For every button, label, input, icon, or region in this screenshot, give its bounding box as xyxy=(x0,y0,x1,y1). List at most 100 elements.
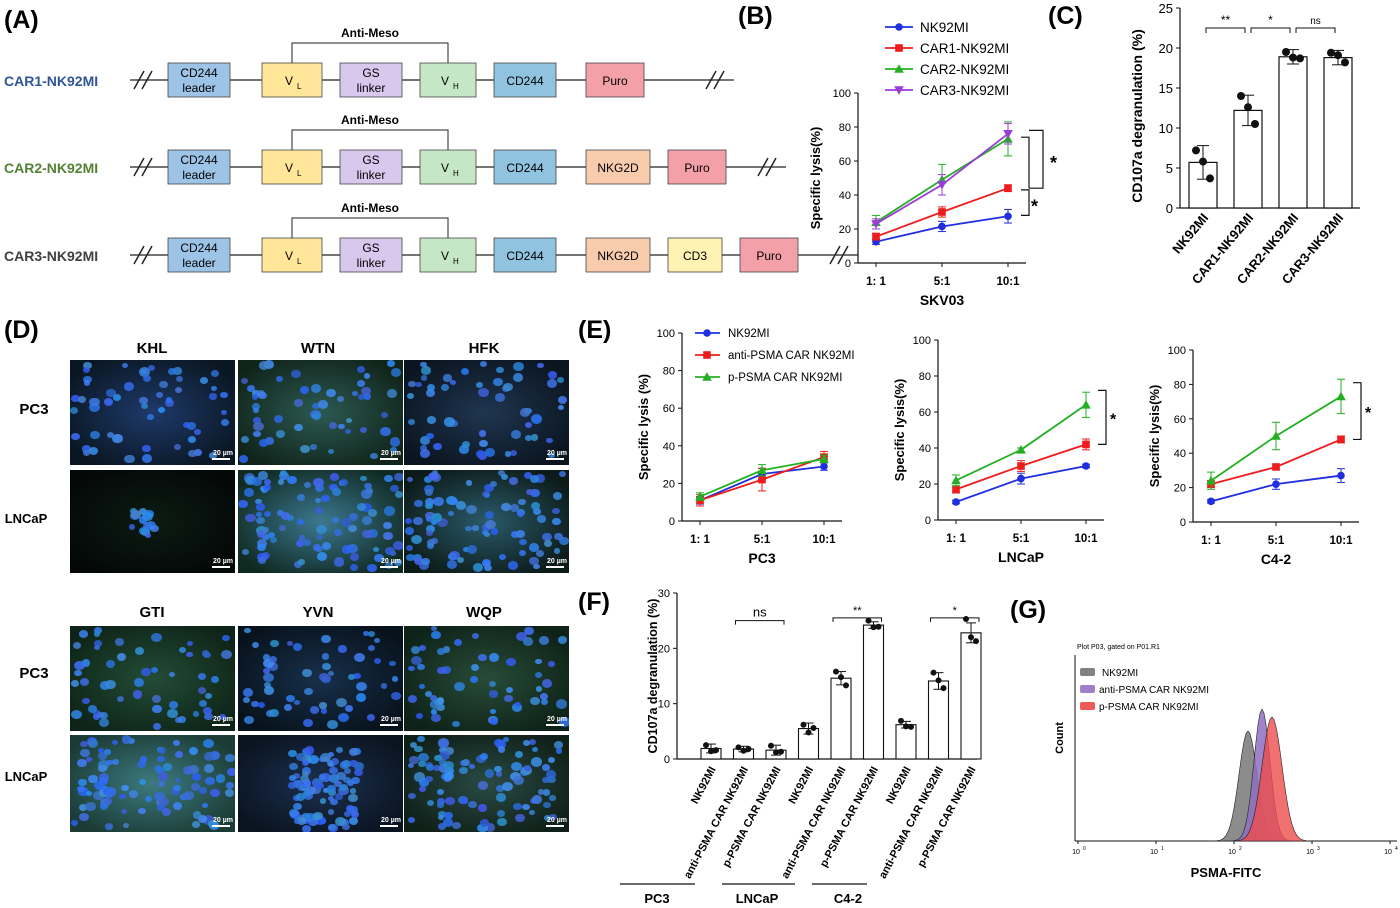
anti-meso-label: Anti-Meso xyxy=(341,201,399,215)
data-point xyxy=(1082,462,1090,470)
nucleus xyxy=(510,430,522,440)
data-point xyxy=(938,208,946,216)
segment-nkg2d xyxy=(585,149,651,185)
nucleus xyxy=(534,658,542,665)
nucleus xyxy=(535,474,546,483)
nucleus xyxy=(203,751,214,761)
data-point xyxy=(951,475,961,485)
nucleus xyxy=(257,471,268,480)
microscopy-image: 20 µm xyxy=(238,735,403,832)
nucleus xyxy=(360,489,372,499)
nucleus xyxy=(484,823,495,832)
y-tick-label: 25 xyxy=(1159,1,1173,16)
nucleus xyxy=(188,765,200,775)
segment-subscript: L xyxy=(297,82,302,91)
break-slash xyxy=(141,70,153,90)
nucleus xyxy=(547,757,556,764)
nucleus xyxy=(197,815,208,824)
x-tick-label: p-PSMA CAR NK92MI xyxy=(720,765,783,870)
segment-label: CD244 xyxy=(506,161,544,175)
histogram-peak xyxy=(1231,716,1313,842)
segment-label: leader xyxy=(182,168,215,182)
nucleus xyxy=(253,430,261,438)
data-point xyxy=(938,222,946,231)
nucleus xyxy=(383,474,393,483)
data-point xyxy=(695,491,705,501)
panel-e: (E) 0 20 40 60 80 100 1: 1 5:1 10:1 PC3 Specific l… xyxy=(578,316,1372,567)
nucleus xyxy=(179,646,187,653)
construct-name: CAR1-NK92MI xyxy=(4,73,98,89)
replicate-dot xyxy=(1199,157,1207,166)
nucleus xyxy=(541,698,548,705)
microscopy-image: 20 µm xyxy=(70,735,235,832)
nucleus xyxy=(510,504,519,512)
nucleus xyxy=(262,658,274,668)
nucleus xyxy=(532,795,543,804)
nucleus xyxy=(258,439,269,448)
nucleus xyxy=(525,488,534,496)
nucleus xyxy=(321,635,331,644)
nucleus xyxy=(245,513,256,523)
y-axis-label: CD107a degranulation (%) xyxy=(1129,29,1145,202)
nucleus xyxy=(408,695,418,704)
panel-g: (G) Plot P03, gated on P01.R1 Count PSMA-F… xyxy=(1010,596,1398,880)
nucleus xyxy=(380,683,387,689)
nucleus xyxy=(467,800,478,809)
nucleus xyxy=(73,660,85,670)
nucleus xyxy=(252,394,259,400)
y-tick-label: 80 xyxy=(663,366,675,378)
nucleus xyxy=(304,785,316,795)
x-tick-label: 5:1 xyxy=(754,534,771,546)
segment-subscript: H xyxy=(453,257,459,266)
nucleus xyxy=(411,655,423,665)
nucleus xyxy=(449,551,460,560)
segment-vh xyxy=(419,237,477,273)
nucleus xyxy=(516,510,525,517)
nucleus xyxy=(348,816,358,825)
group-label: LNCaP xyxy=(736,891,779,906)
nucleus xyxy=(424,498,435,507)
segment-cd244 xyxy=(493,149,557,185)
replicate-dot xyxy=(898,717,904,724)
legend-label: p-PSMA CAR NK92MI xyxy=(728,372,842,384)
nucleus xyxy=(444,812,453,820)
segment-cd244leader xyxy=(167,237,231,273)
data-point xyxy=(937,181,947,190)
nucleus xyxy=(116,653,127,662)
nucleus xyxy=(245,476,256,486)
segment-label: linker xyxy=(357,81,386,95)
nucleus xyxy=(312,812,323,821)
panel-g-histogram: Plot P03, gated on P01.R1 Count PSMA-FITC 1… xyxy=(1054,644,1398,880)
nucleus xyxy=(490,717,499,725)
nucleus xyxy=(318,400,329,409)
anti-meso-label: Anti-Meso xyxy=(341,113,399,127)
nucleus xyxy=(465,504,477,514)
data-point xyxy=(1271,431,1281,440)
segment-gslinker xyxy=(339,62,403,98)
nucleus xyxy=(344,704,354,713)
x-tick-label: 1: 1 xyxy=(946,533,966,545)
nucleus xyxy=(461,440,470,448)
scale-bar-label: 20 µm xyxy=(547,558,567,565)
nucleus xyxy=(348,512,359,521)
nucleus xyxy=(314,497,322,504)
nucleus xyxy=(531,747,538,753)
nucleus xyxy=(433,765,441,772)
nucleus xyxy=(80,749,90,757)
nucleus xyxy=(439,759,447,766)
nucleus xyxy=(138,508,147,516)
nucleus xyxy=(408,666,415,672)
y-tick-label: 100 xyxy=(657,328,675,340)
nucleus xyxy=(484,510,494,519)
nucleus xyxy=(88,403,100,413)
nucleus xyxy=(343,767,352,775)
nucleus xyxy=(221,650,233,660)
nucleus xyxy=(461,798,469,804)
nucleus xyxy=(443,374,452,382)
x-axis-label: SKV03 xyxy=(920,292,965,308)
nucleus xyxy=(406,476,414,483)
nucleus xyxy=(288,775,296,782)
nucleus xyxy=(524,765,531,771)
nucleus xyxy=(171,787,181,796)
nucleus xyxy=(541,763,550,772)
